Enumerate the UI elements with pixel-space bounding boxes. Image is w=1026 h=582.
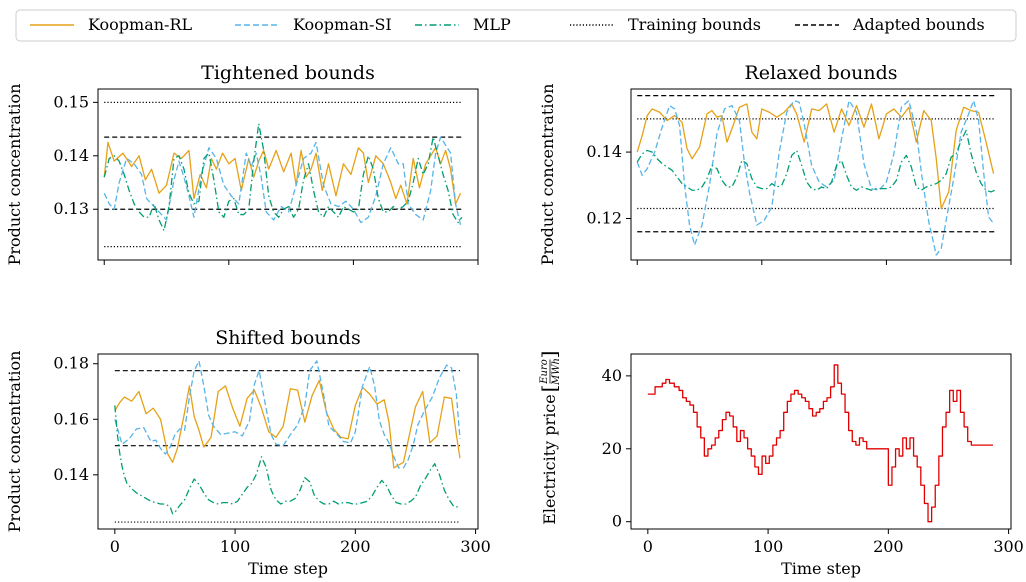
x-tick-label: 0 <box>643 537 653 556</box>
x-axis-label: Time step <box>248 559 328 578</box>
series-line-koopman-si <box>636 99 995 256</box>
series-line-mlp <box>636 129 996 193</box>
chart-panel: 0 100 200 300 0 20 40 Time step Electricity pric… <box>537 351 1024 578</box>
x-tick-label: 0 <box>110 537 120 556</box>
x-tick-label: 300 <box>460 537 491 556</box>
legend-label: MLP <box>473 15 511 34</box>
panel-title: Tightened bounds <box>201 62 375 84</box>
x-axis-label: Time step <box>781 559 861 578</box>
y-tick-label: 40 <box>602 366 622 385</box>
y-tick-label: 20 <box>602 439 622 458</box>
legend-label: Adapted bounds <box>852 15 985 34</box>
y-tick-label: 0.13 <box>53 199 89 218</box>
x-tick-label: 300 <box>993 537 1024 556</box>
y-tick-label: 0 <box>612 512 622 531</box>
series-line-mlp <box>103 123 463 232</box>
y-tick-label: 0.16 <box>53 409 89 428</box>
y-axis-label: Product concentration <box>5 84 24 266</box>
axis-frame <box>97 353 479 530</box>
series-line-koopman-rl <box>114 379 461 469</box>
panel-title: Shifted bounds <box>215 327 360 349</box>
legend-label: Koopman-SI <box>293 15 392 34</box>
x-tick-label: 100 <box>220 537 251 556</box>
legend-frame <box>15 9 1017 42</box>
chart-panel: Shifted bounds 0 100 200 300 0.14 0.16 0.18 Time… <box>5 327 491 578</box>
y-tick-label: 0.12 <box>586 208 622 227</box>
unit-bracket-left: [ <box>537 385 561 393</box>
panel-title: Relaxed bounds <box>744 62 897 84</box>
legend-label: Training bounds <box>628 15 761 34</box>
series-line-koopman-rl <box>636 103 995 210</box>
x-tick-label: 200 <box>873 537 904 556</box>
y-tick-label: 0.15 <box>53 92 89 111</box>
y-axis-unit: []Euro MWh <box>537 351 562 393</box>
chart-panel: Relaxed bounds 0.12 0.14 Product concentrat… <box>538 62 1012 266</box>
y-tick-label: 0.14 <box>53 465 89 484</box>
chart-panel: Tightened bounds 0.13 0.14 0.15 Product conc… <box>5 62 479 266</box>
axis-frame <box>630 353 1012 530</box>
x-tick-label: 100 <box>753 537 784 556</box>
y-axis-label: Product concentration <box>538 84 557 266</box>
series-line-electricity-price <box>647 364 993 523</box>
x-tick-label: 200 <box>340 537 371 556</box>
unit-bracket-right: ] <box>537 351 561 359</box>
series-line-mlp <box>114 405 460 515</box>
legend: Koopman-RL Koopman-SI MLP Training bounds Ad… <box>15 9 1017 42</box>
y-axis-label: Electricity price <box>540 394 559 525</box>
y-tick-label: 0.14 <box>586 142 622 161</box>
unit-denominator: MWh <box>551 358 562 386</box>
legend-label: Koopman-RL <box>88 15 193 34</box>
series-line-koopman-si <box>114 360 461 469</box>
y-axis-label: Product concentration <box>5 351 24 533</box>
axis-frame <box>97 88 479 261</box>
axis-frame <box>630 88 1012 261</box>
y-tick-label: 0.14 <box>53 146 89 165</box>
series-line-koopman-rl <box>103 141 462 205</box>
unit-numerator: Euro <box>539 359 550 385</box>
y-tick-label: 0.18 <box>53 354 89 373</box>
series-line-koopman-si <box>103 136 462 226</box>
